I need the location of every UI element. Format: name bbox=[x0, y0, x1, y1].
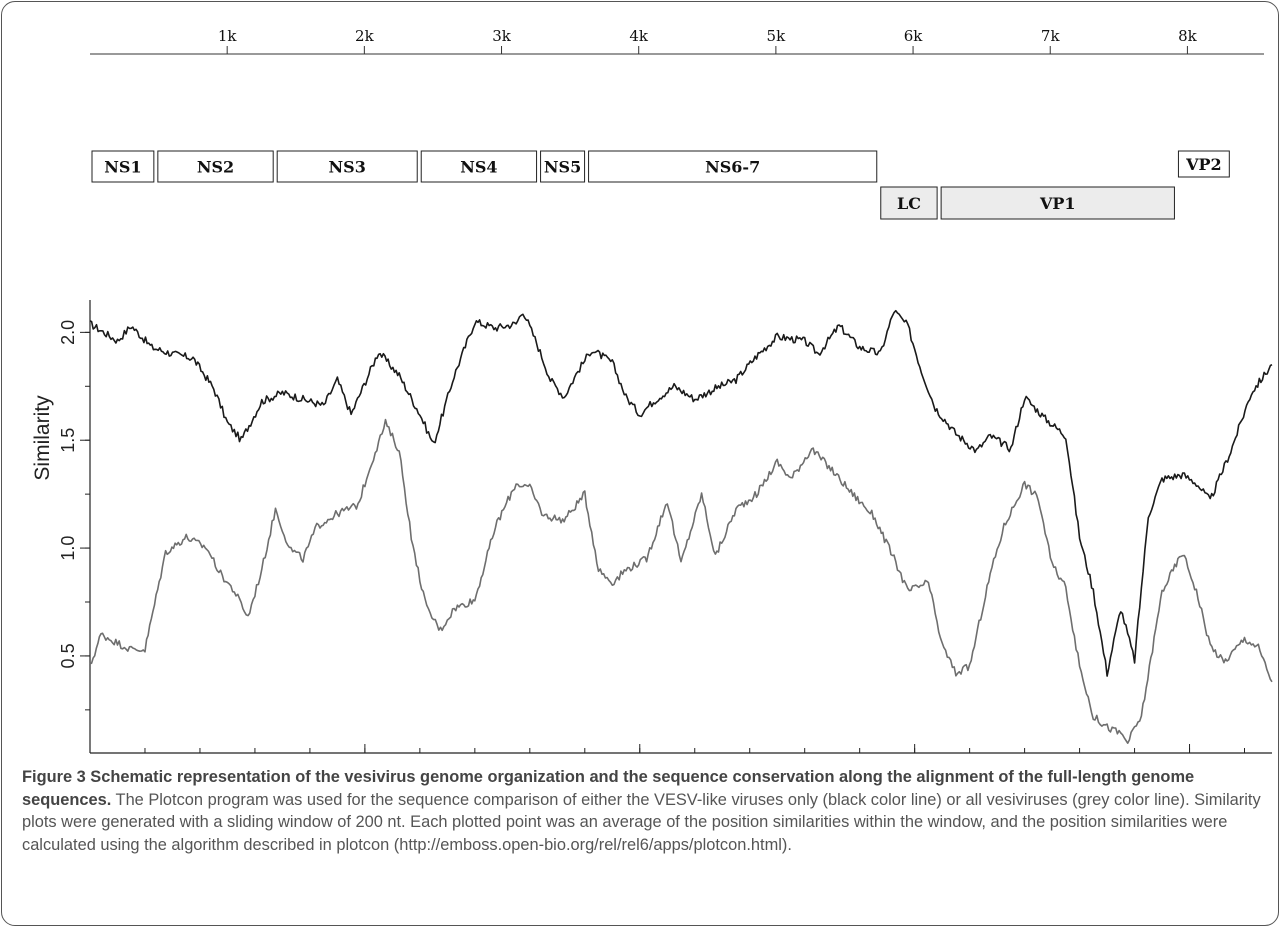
orf1-protein-label: NS6-7 bbox=[705, 158, 760, 177]
orf2-protein-box bbox=[880, 186, 938, 220]
orf2-protein-label: VP1 bbox=[1039, 194, 1076, 213]
top-axis-tick-label: 7k bbox=[1041, 27, 1061, 45]
top-axis-tick-label: 1k bbox=[218, 27, 238, 45]
y-tick-label: 2.0 bbox=[58, 320, 78, 345]
genome-position-axis: 1k 2k 3k 4k 5k 6k 7k 8k bbox=[90, 27, 1264, 55]
figure-graphics: 1k 2k 3k 4k 5k 6k 7k 8k NS1 NS2 NS3 NS4 NS5 NS6-7 LC V… bbox=[31, 27, 1273, 760]
similarity-plot-axes: 2k 4k 6k 8k 0.5 1.0 1.5 2.0 bbox=[58, 300, 1272, 760]
orf1-protein-label: NS3 bbox=[329, 158, 366, 177]
orf3-protein-label: VP2 bbox=[1185, 155, 1222, 174]
x-tick-label: 4k bbox=[630, 759, 650, 760]
caption-title: Figure 3 Schematic representation of the… bbox=[22, 768, 1195, 809]
top-axis-tick-label: 8k bbox=[1178, 27, 1198, 45]
top-axis-tick-label: 4k bbox=[629, 27, 649, 45]
top-axis-tick-label: 5k bbox=[767, 27, 787, 45]
genome-orf-map: NS1 NS2 NS3 NS4 NS5 NS6-7 LC VP1 VP2 bbox=[91, 150, 1230, 220]
figure-caption: Figure 3 Schematic representation of the… bbox=[22, 766, 1262, 856]
orf1-protein-box bbox=[588, 150, 878, 183]
similarity-plot-lines bbox=[89, 309, 1273, 744]
x-tick-label: 6k bbox=[905, 759, 925, 760]
orf2-protein-label: LC bbox=[897, 194, 921, 213]
y-tick-label: 1.0 bbox=[58, 536, 78, 561]
orf1-protein-label: NS2 bbox=[197, 158, 234, 177]
x-tick-label: 8k bbox=[1180, 759, 1200, 760]
similarity-series-line-2 bbox=[89, 418, 1273, 744]
top-axis-tick-label: 2k bbox=[355, 27, 375, 45]
orf1-protein-label: NS5 bbox=[544, 158, 581, 177]
x-tick-label: 2k bbox=[356, 759, 376, 760]
orf3-protein-box bbox=[1177, 150, 1230, 178]
orf1-protein-box bbox=[540, 150, 586, 183]
similarity-series-line-1 bbox=[89, 309, 1273, 677]
caption-body: The Plotcon program was used for the seq… bbox=[22, 790, 1261, 854]
orf1-protein-label: NS4 bbox=[460, 158, 497, 177]
orf1-protein-box bbox=[157, 150, 274, 183]
orf1-protein-box bbox=[91, 150, 155, 183]
y-axis-label: Similarity bbox=[31, 395, 54, 481]
y-tick-label: 1.5 bbox=[58, 428, 78, 453]
top-axis-tick-label: 3k bbox=[492, 27, 512, 45]
orf2-protein-box bbox=[940, 186, 1175, 220]
orf1-protein-box bbox=[420, 150, 538, 183]
top-axis-tick-label: 6k bbox=[904, 27, 924, 45]
orf1-protein-box bbox=[276, 150, 418, 183]
orf1-protein-label: NS1 bbox=[104, 158, 141, 177]
y-tick-label: 0.5 bbox=[58, 643, 78, 668]
